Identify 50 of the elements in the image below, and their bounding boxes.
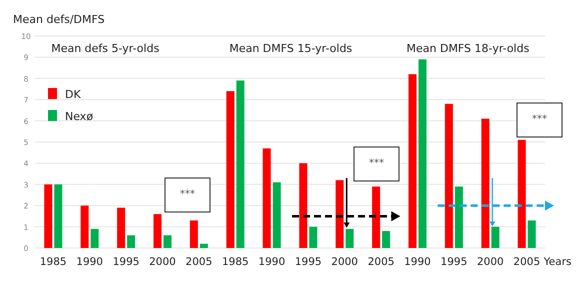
- bar: [372, 186, 380, 248]
- bar: [408, 74, 416, 248]
- bar: [127, 235, 136, 248]
- bar: [454, 186, 463, 248]
- annotation: Mean DMFS 18-yr-olds: [406, 42, 530, 55]
- bar: [54, 184, 62, 248]
- bar: [117, 208, 126, 248]
- x-tick-label: 1990: [258, 256, 286, 268]
- x-tick-label: 2000: [476, 256, 504, 268]
- x-tick-label: 2005: [513, 256, 540, 268]
- bar: [336, 180, 344, 248]
- x-tick-label: 1985: [222, 256, 249, 268]
- x-tick-label: 1990: [76, 256, 104, 268]
- bar: [44, 184, 52, 248]
- annotation: ***: [180, 189, 195, 200]
- annotation: Mean DMFS 15-yr-olds: [229, 42, 352, 55]
- x-tick-label: 1995: [294, 256, 322, 268]
- x-tick-label: 1995: [440, 256, 468, 268]
- bar: [418, 59, 426, 248]
- bar: [309, 226, 318, 248]
- annotation: ***: [532, 114, 547, 125]
- x-tick-label: 1990: [404, 256, 431, 268]
- bar: [382, 231, 390, 248]
- legend-label: DK: [65, 88, 82, 101]
- x-axis-title: Years: [542, 256, 572, 268]
- bar: [190, 220, 198, 248]
- bar: [236, 80, 244, 248]
- y-axis-title: Mean defs/DMFS: [13, 13, 105, 26]
- bar: [481, 118, 490, 248]
- bar: [528, 220, 536, 248]
- x-tick-label: 1985: [40, 256, 67, 268]
- bar: [272, 182, 281, 248]
- bar: [154, 214, 162, 248]
- bar: [444, 104, 453, 248]
- x-tick-label: 2000: [149, 256, 176, 268]
- legend-label: Nexø: [65, 110, 94, 123]
- annotation: Mean defs 5-yr-olds: [51, 42, 160, 55]
- bar: [80, 206, 89, 248]
- x-tick-label: 2000: [331, 256, 358, 268]
- annotation: ***: [369, 158, 384, 169]
- x-tick-label: 1995: [112, 256, 140, 268]
- x-tick-label: 2005: [186, 256, 212, 268]
- bar: [518, 140, 526, 248]
- bar: [262, 148, 271, 248]
- bar: [90, 228, 99, 248]
- bar: [299, 163, 308, 248]
- bar: [200, 244, 208, 248]
- x-tick-label: 2005: [368, 256, 394, 268]
- bar: [226, 91, 234, 248]
- bar: [164, 235, 172, 248]
